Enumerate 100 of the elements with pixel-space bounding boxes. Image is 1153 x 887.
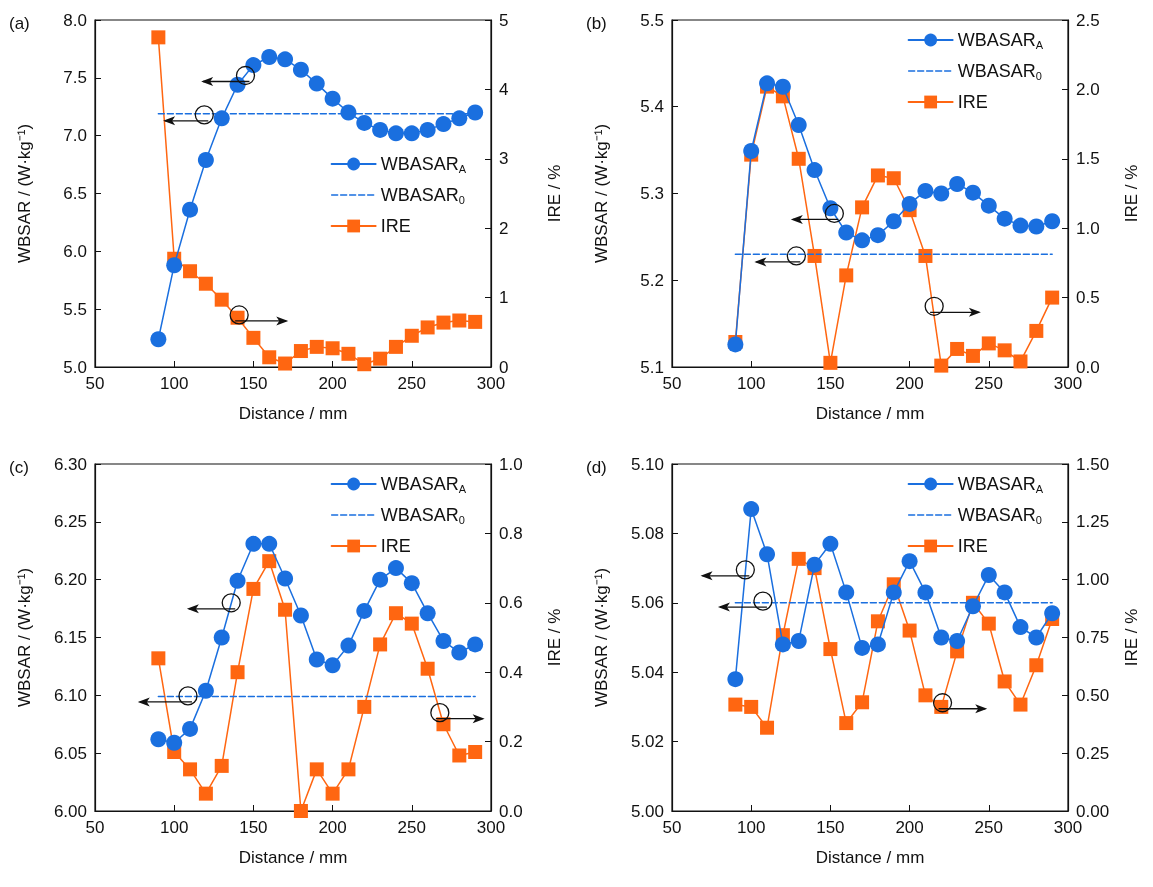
y2-tick-label: 0.6 (499, 593, 523, 613)
y-tick-label: 5.4 (640, 97, 664, 117)
x-tick-label: 150 (816, 374, 845, 393)
y-tick-label: 5.1 (640, 357, 664, 377)
y-tick-label: 5.10 (630, 454, 664, 474)
point (964, 598, 981, 615)
y-axis-title: WBSAR / (W·kg⁻¹) (592, 123, 611, 264)
y2-tick-label: 0.0 (1076, 357, 1100, 377)
point (324, 90, 341, 107)
point (403, 575, 420, 592)
point (869, 636, 886, 653)
point (261, 535, 278, 552)
point (419, 605, 436, 622)
x-tick-label: 200 (895, 374, 924, 393)
point (372, 571, 389, 588)
point (854, 232, 871, 249)
point (467, 104, 484, 121)
x-tick-label: 150 (816, 818, 845, 837)
point (197, 682, 214, 699)
x-tick-label: 200 (318, 374, 347, 393)
point (403, 125, 420, 142)
point (197, 151, 214, 168)
point (996, 210, 1013, 227)
point (1028, 629, 1045, 646)
point (774, 636, 791, 653)
point (293, 804, 308, 818)
point (341, 762, 356, 777)
point (1013, 697, 1028, 712)
y2-tick-label: 5 (499, 10, 509, 30)
point (198, 786, 213, 801)
x-tick-label: 50 (662, 374, 682, 393)
point (854, 639, 871, 656)
y2-axis-title: IRE / % (545, 608, 564, 667)
point (791, 151, 806, 166)
y2-tick-label: 1.00 (1076, 570, 1110, 590)
point (743, 501, 760, 518)
y-tick-label: 5.04 (630, 662, 664, 682)
point (759, 546, 776, 563)
x-tick-label: 250 (397, 374, 426, 393)
chart-title: (d) (586, 458, 607, 477)
x-tick-label: 300 (1053, 374, 1083, 393)
x-tick-label: 300 (476, 374, 506, 393)
x-tick-label: 50 (662, 818, 682, 837)
point (262, 350, 277, 365)
point (981, 616, 996, 631)
legend-label: IRE (380, 536, 411, 556)
y2-tick-label: 0.2 (499, 732, 523, 752)
point (198, 276, 213, 291)
point (806, 556, 823, 573)
point (839, 716, 854, 731)
point (901, 553, 918, 570)
point (356, 114, 373, 131)
point (870, 614, 885, 629)
point (838, 584, 855, 601)
y-axis-title: WBSAR / (W·kg⁻¹) (15, 567, 34, 708)
point (183, 762, 198, 777)
x-axis-title: Distance / mm (238, 848, 348, 867)
y2-tick-label: 0.50 (1076, 685, 1110, 705)
point (308, 651, 325, 668)
point (855, 695, 870, 710)
x-tick-label: 250 (974, 818, 1003, 837)
point (214, 292, 229, 307)
y2-tick-label: 0 (499, 357, 509, 377)
point (1028, 218, 1045, 235)
y-tick-label: 5.06 (630, 593, 664, 613)
point (744, 699, 759, 714)
point (245, 535, 262, 552)
point (838, 224, 855, 241)
point (933, 629, 950, 646)
point (980, 197, 997, 214)
point (917, 584, 934, 601)
chart-title: (a) (9, 14, 30, 33)
point (229, 572, 246, 589)
point (823, 642, 838, 657)
y2-tick-label: 0.4 (499, 662, 523, 682)
point (404, 328, 419, 343)
point (743, 143, 760, 159)
point (728, 697, 743, 712)
point (292, 607, 309, 624)
y-tick-label: 5.00 (630, 801, 664, 821)
x-tick-label: 150 (239, 374, 268, 393)
y2-tick-label: 3 (499, 149, 509, 169)
point (760, 720, 775, 735)
x-tick-label: 200 (318, 818, 347, 837)
y-tick-label: 6.20 (53, 570, 87, 590)
x-tick-label: 100 (160, 374, 189, 393)
legend-label: IRE (957, 536, 988, 556)
point (278, 356, 293, 371)
y2-tick-label: 0.0 (499, 801, 523, 821)
y2-tick-label: 1.25 (1076, 512, 1110, 532)
point (325, 341, 340, 356)
point (869, 227, 886, 244)
y-tick-label: 6.05 (53, 743, 87, 763)
y2-tick-label: 0.5 (1076, 288, 1100, 308)
point (245, 57, 262, 74)
y-axis-title: WBSAR / (W·kg⁻¹) (15, 123, 34, 264)
point (886, 171, 901, 186)
point (774, 78, 791, 95)
point (277, 570, 294, 587)
x-tick-label: 100 (737, 374, 766, 393)
